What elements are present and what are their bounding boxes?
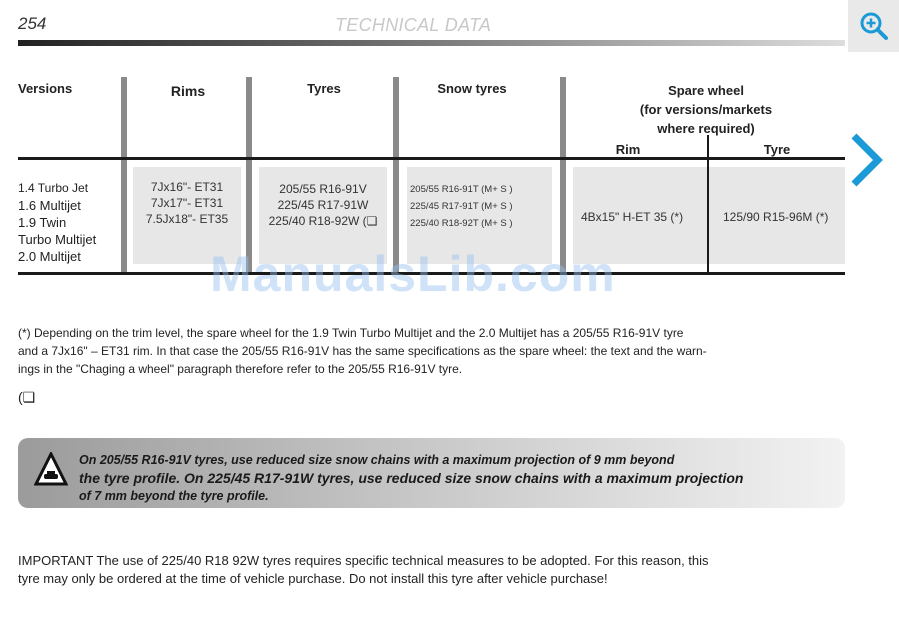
header-versions: Versions [18, 81, 73, 96]
header-divider [18, 40, 845, 46]
warning-line: On 205/55 R16-91V tyres, use reduced siz… [79, 453, 675, 467]
snow-chains-warning-icon [34, 452, 68, 486]
header-tyres: Tyres [307, 81, 341, 96]
version: 1.9 Twin [18, 215, 67, 230]
important-line: tyre may only be ordered at the time of … [18, 571, 608, 586]
warning-box [18, 438, 845, 508]
tyre: 225/45 R17-91W [277, 198, 369, 212]
column-divider [121, 77, 127, 273]
spare-divider [707, 135, 709, 273]
zoom-button[interactable] [848, 0, 899, 52]
header-rule [18, 157, 845, 160]
snow-tyres-cell: 205/55 R16-91T (M+ S ) 225/45 R17-91T (M… [407, 167, 552, 264]
rims-cell: 7Jx16"- ET31 7Jx17"- ET31 7.5Jx18"- ET35 [133, 167, 241, 264]
snow-tyre: 225/45 R17-91T (M+ S ) [410, 201, 513, 212]
spare-rim: 4Bx15" H-ET 35 (*) [581, 210, 684, 224]
versions-cell: 1.4 Turbo Jet 1.6 Multijet 1.9 Twin Turb… [18, 180, 96, 265]
header-line: Spare wheel [668, 83, 744, 98]
section-title: TECHNICAL DATA [335, 15, 492, 35]
tyre: 205/55 R16-91V [279, 182, 367, 196]
column-divider [393, 77, 399, 273]
header-spare-tyre: Tyre [763, 142, 791, 157]
symbol-note: (❏ [18, 389, 36, 405]
warning-line: the tyre profile. On 225/45 R17-91W tyre… [79, 470, 744, 486]
rim: 7.5Jx18"- ET35 [145, 212, 229, 226]
header-spare-wheel: Spare wheel (for versions/markets where … [566, 81, 846, 138]
zoom-in-icon [860, 12, 888, 40]
snow-tyre: 205/55 R16-91T (M+ S ) [410, 184, 513, 195]
snow-tyre: 225/40 R18-92T (M+ S ) [410, 218, 513, 229]
warning-line: of 7 mm beyond the tyre profile. [79, 489, 269, 503]
spare-rim-cell: 4Bx15" H-ET 35 (*) [573, 167, 708, 264]
chevron-right-icon [851, 133, 883, 187]
version: 1.4 Turbo Jet [18, 181, 89, 195]
footnote-line: (*) Depending on the trim level, the spa… [18, 326, 684, 340]
spare-tyre-cell: 125/90 R15-96M (*) [709, 167, 845, 264]
tyres-cell: 205/55 R16-91V 225/45 R17-91W 225/40 R18… [259, 167, 387, 264]
rim: 7Jx17"- ET31 [150, 196, 224, 210]
footnote-line: ings in the "Chaging a wheel" paragraph … [18, 362, 463, 376]
important-line: IMPORTANT The use of 225/40 R18 92W tyre… [18, 553, 709, 568]
column-divider [560, 77, 566, 273]
footnote: (*) Depending on the trim level, the spa… [18, 324, 707, 378]
version: Turbo Multijet [18, 232, 97, 247]
important-note: IMPORTANT The use of 225/40 R18 92W tyre… [18, 552, 709, 588]
warning-text: On 205/55 R16-91V tyres, use reduced siz… [79, 451, 743, 505]
rim: 7Jx16"- ET31 [150, 180, 224, 194]
bottom-rule [18, 272, 845, 275]
watermark: ManualsLib.com [210, 246, 616, 302]
next-page-button[interactable] [848, 132, 884, 193]
header-line: where required) [657, 121, 755, 136]
version: 1.6 Multijet [18, 198, 81, 213]
footnote-line: and a 7Jx16" – ET31 rim. In that case th… [18, 344, 707, 358]
header-rims: Rims [170, 83, 206, 99]
header-spare-rim: Rim [615, 142, 641, 157]
version: 2.0 Multijet [18, 249, 81, 264]
column-divider [246, 77, 252, 273]
header-line: (for versions/markets [639, 102, 773, 117]
header-snow-tyres: Snow tyres [437, 81, 507, 96]
spare-tyre: 125/90 R15-96M (*) [723, 210, 829, 224]
tyre: 225/40 R18-92W (❏ [268, 214, 378, 228]
page-number: 254 [18, 14, 47, 33]
